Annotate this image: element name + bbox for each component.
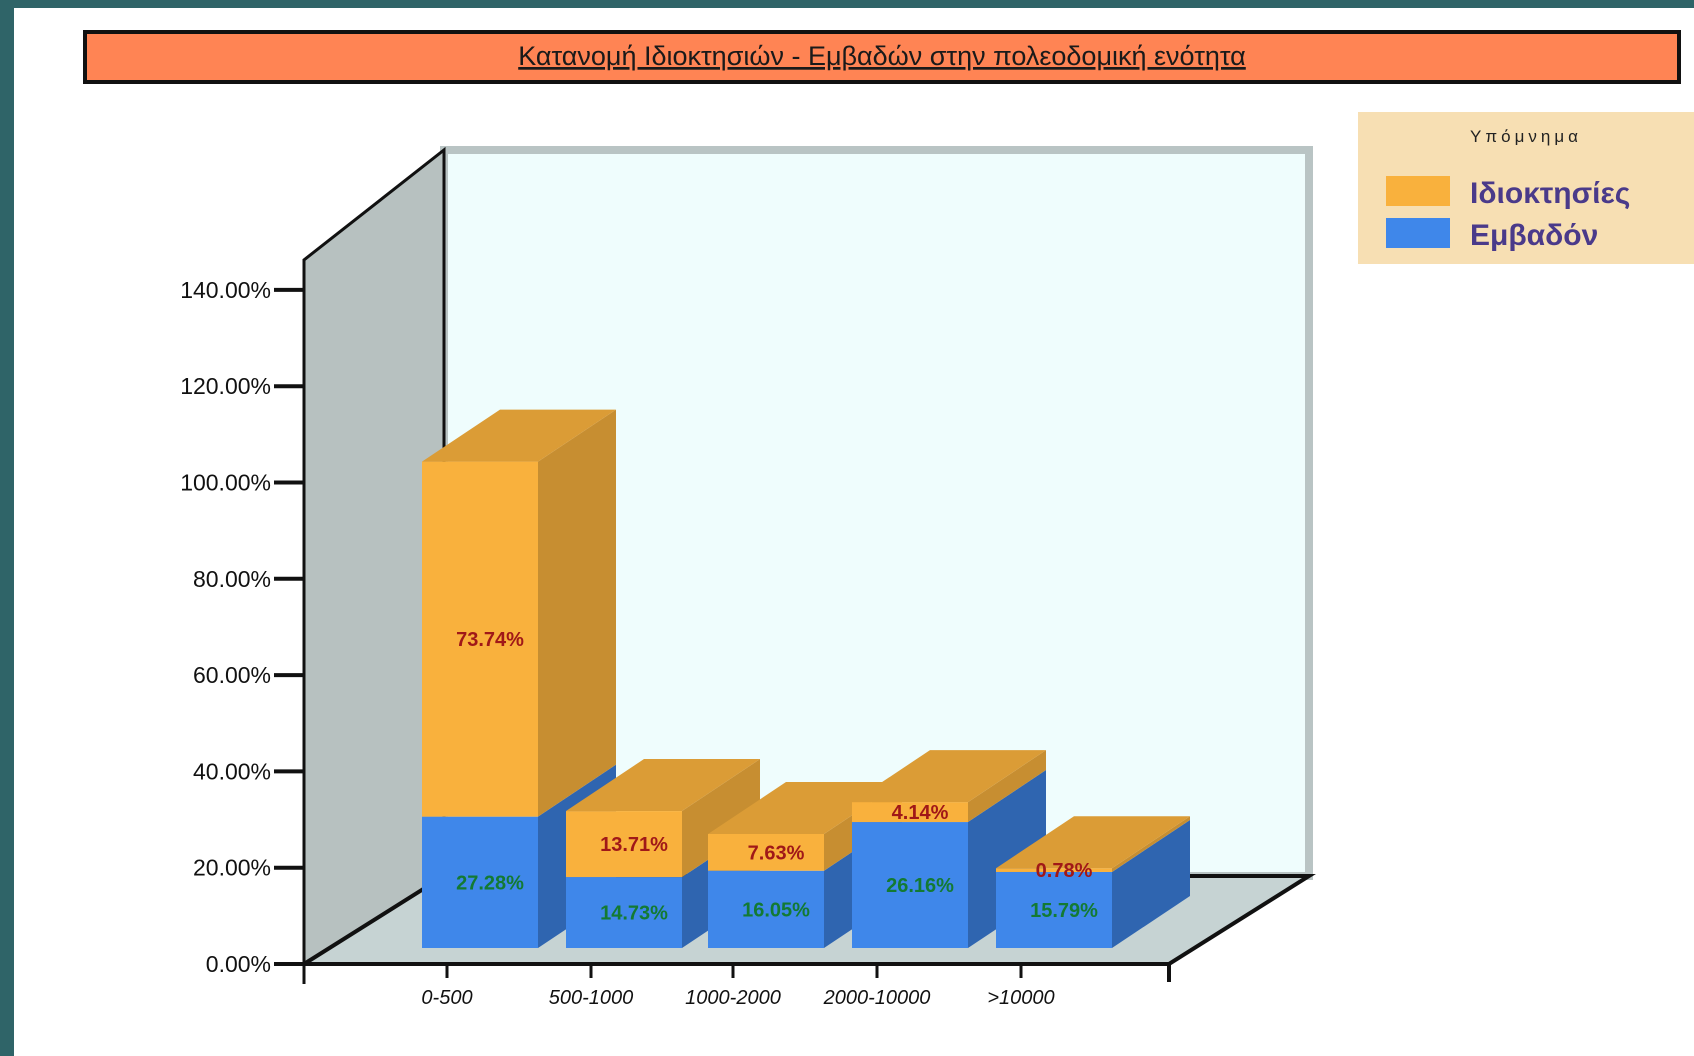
bar-area-front [422, 816, 538, 948]
legend-label: Εμβαδόν [1470, 219, 1598, 252]
bar-top [708, 781, 902, 834]
x-tick-label: 2000-10000 [823, 987, 931, 1009]
bar-own-side [538, 409, 616, 817]
bar-own-value-label: 7.63% [748, 842, 805, 864]
y-tick-label: 80.00% [193, 566, 271, 592]
x-tick-label: >10000 [987, 987, 1054, 1009]
bar-area-value-label: 27.28% [456, 872, 524, 894]
legend-swatch [1386, 218, 1450, 248]
x-tick-label: 0-500 [421, 987, 472, 1009]
y-tick-label: 20.00% [193, 855, 271, 881]
bar-area-value-label: 16.05% [742, 899, 810, 921]
x-tick-label: 1000-2000 [685, 987, 781, 1009]
bar-own-front [708, 833, 824, 871]
legend-label: Ιδιοκτησίες [1470, 177, 1630, 210]
bar-own-value-label: 13.71% [600, 834, 668, 856]
bar-own-value-label: 73.74% [456, 629, 524, 651]
y-axis: 0.00% 20.00% 40.00% 60.00% 80.00% 100.00% 120.… [180, 259, 306, 977]
bar-area-value-label: 15.79% [1030, 900, 1098, 922]
bar-area-value-label: 14.73% [600, 903, 668, 925]
x-tick-label: 500-1000 [549, 987, 634, 1009]
bar-own-front [852, 802, 968, 823]
y-tick-label: 40.00% [193, 758, 271, 784]
bar-top [566, 759, 760, 812]
bar-own-side [1112, 816, 1190, 872]
bar-area-front [996, 871, 1112, 948]
bar-area-value-label: 26.16% [886, 875, 954, 897]
chart-title: Κατανομή Ιδιοκτησιών - Εμβαδών στην πολε… [518, 41, 1246, 71]
bar-area-front [566, 877, 682, 948]
bar-group: 27.28% 73.74% [422, 409, 616, 948]
bar-area-front [852, 822, 968, 948]
bar-own-front [566, 811, 682, 878]
bar-top [422, 409, 616, 462]
y-tick-label: 120.00% [180, 373, 271, 399]
x-axis: 0-500 500-1000 1000-2000 2000-10000 >10000 [302, 962, 1169, 1009]
bar-own-value-label: 0.78% [1036, 860, 1093, 882]
bar-own-side [968, 750, 1046, 823]
bars: 27.28% 73.74% 14.73% 13.71% 16.05% 7.63% 26.16… [422, 409, 1190, 948]
bar-own-side [682, 759, 760, 878]
legend-entries: Ιδιοκτησίες Εμβαδόν [1386, 176, 1630, 252]
bar-top [852, 750, 1046, 803]
legend-swatch [1386, 176, 1450, 206]
legend-title: Υπόμνημα [1470, 127, 1582, 146]
bar-area-side [1112, 819, 1190, 948]
y-tick-label: 60.00% [193, 662, 271, 688]
y-tick-label: 100.00% [180, 470, 271, 496]
chart-canvas: Κατανομή Ιδιοκτησιών - Εμβαδών στην πολε… [83, 30, 1694, 1009]
y-tick-label: 140.00% [180, 277, 271, 303]
bar-top [996, 816, 1190, 869]
bar-own-value-label: 4.14% [892, 802, 949, 824]
bar-area-front [708, 870, 824, 948]
chart-page: Κατανομή Ιδιοκτησιών - Εμβαδών στην πολε… [14, 8, 1694, 1056]
bar-own-front [996, 868, 1112, 872]
bar-group: 15.79% 0.78% [996, 816, 1190, 948]
y-tick-label: 0.00% [206, 951, 271, 977]
bar-own-front [422, 461, 538, 817]
chart-title-bar [83, 30, 1681, 84]
